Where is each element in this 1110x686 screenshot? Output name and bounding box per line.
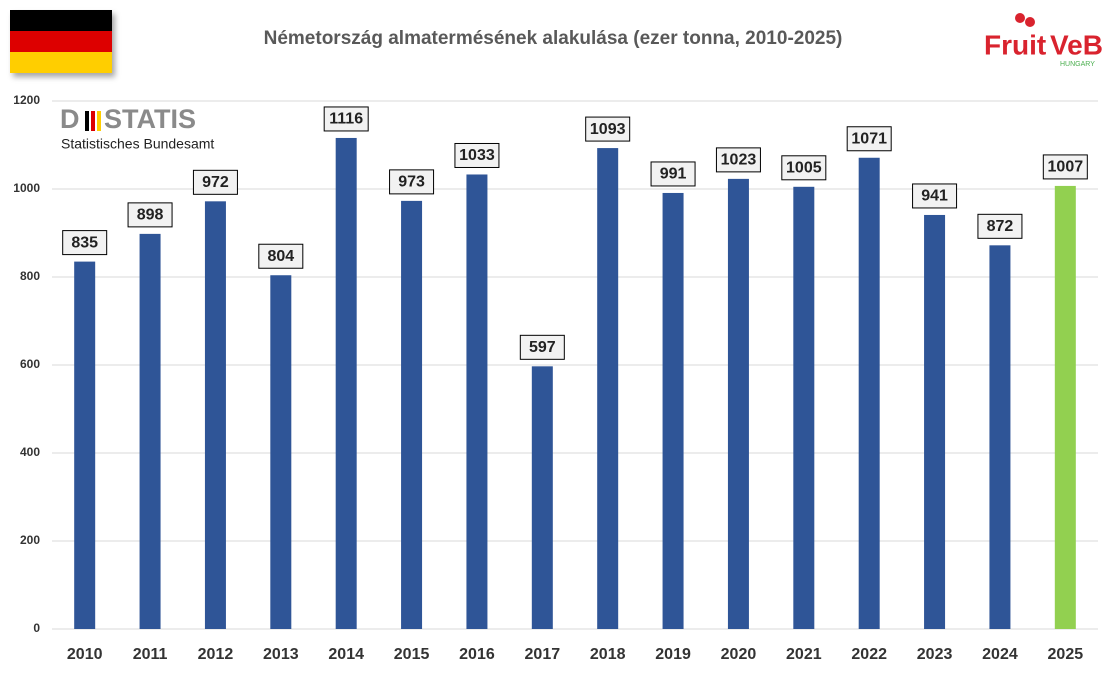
bar	[727, 178, 749, 629]
y-tick-label: 600	[20, 357, 40, 371]
bar	[401, 200, 423, 629]
logo-icon	[91, 111, 95, 131]
flag	[10, 10, 112, 73]
bar	[793, 186, 815, 630]
data-label-box	[258, 243, 304, 269]
bar	[270, 275, 292, 629]
logo-text: VeB	[1050, 29, 1103, 60]
data-label-box	[585, 116, 631, 142]
logo-text: STATIS	[104, 104, 196, 134]
y-tick-label: 1200	[13, 93, 40, 107]
logo-icon	[85, 111, 89, 131]
data-label: 1071	[851, 130, 887, 147]
bar	[531, 366, 553, 629]
data-label: 973	[398, 174, 425, 191]
data-label: 972	[202, 174, 229, 191]
source-name: Statistisches Bundesamt	[61, 136, 214, 152]
y-tick-label: 1000	[13, 181, 40, 195]
data-label-box	[650, 161, 696, 187]
data-label-box	[519, 334, 565, 360]
logo-text: D	[60, 104, 80, 134]
x-tick-label: 2020	[721, 646, 757, 663]
data-label-box	[846, 126, 892, 152]
logo-icon	[97, 111, 101, 131]
bar	[74, 261, 96, 629]
data-label-box	[977, 213, 1023, 239]
data-label-box	[389, 169, 435, 195]
data-label: 804	[267, 248, 294, 265]
x-tick-label: 2019	[655, 646, 691, 663]
x-tick-label: 2011	[133, 646, 168, 663]
data-label: 941	[921, 188, 948, 205]
bar	[335, 137, 357, 629]
bar	[139, 233, 161, 629]
x-tick-label: 2021	[786, 646, 822, 663]
x-tick-label: 2023	[917, 646, 953, 663]
x-tick-label: 2024	[982, 646, 1018, 663]
bar	[924, 214, 946, 629]
data-label: 1033	[459, 147, 495, 164]
bar	[989, 245, 1011, 629]
bar	[204, 201, 226, 629]
bar	[662, 192, 684, 629]
y-tick-label: 800	[20, 269, 40, 283]
data-label-box	[62, 230, 108, 256]
data-label: 1093	[590, 121, 626, 138]
data-label: 597	[529, 339, 556, 356]
data-label-box	[323, 106, 369, 132]
data-label: 1023	[721, 152, 757, 169]
x-tick-label: 2017	[525, 646, 561, 663]
logo-text: Fruit	[984, 29, 1046, 60]
bar	[858, 157, 880, 629]
y-tick-label: 400	[20, 445, 40, 459]
data-label-box	[127, 202, 173, 228]
x-tick-label: 2014	[328, 646, 364, 663]
bar	[1054, 185, 1076, 630]
data-label-box	[781, 155, 827, 181]
data-label: 835	[71, 234, 98, 251]
x-tick-label: 2022	[851, 646, 887, 663]
data-label-box	[192, 169, 238, 195]
x-tick-label: 2012	[198, 646, 234, 663]
y-tick-label: 200	[20, 533, 40, 547]
bar	[597, 148, 619, 629]
x-tick-label: 2015	[394, 646, 430, 663]
data-label: 1116	[329, 111, 363, 128]
data-label-box	[1042, 154, 1088, 180]
data-label-box	[454, 142, 500, 168]
data-label: 898	[137, 207, 164, 224]
x-tick-label: 2016	[459, 646, 495, 663]
data-label-box	[715, 147, 761, 173]
data-label: 991	[660, 166, 687, 183]
x-tick-label: 2013	[263, 646, 299, 663]
publisher-country: HUNGARY	[1060, 61, 1095, 68]
source-logo: D STATIS Statistisches Bundesamt	[60, 104, 214, 152]
data-label: 872	[987, 218, 1014, 235]
bar	[466, 174, 488, 630]
x-tick-label: 2025	[1048, 646, 1084, 663]
y-tick-label: 0	[33, 621, 40, 635]
x-tick-label: 2018	[590, 646, 626, 663]
chart-title: Németország almatermésének alakulása (ez…	[264, 28, 843, 49]
data-label: 1005	[786, 160, 822, 177]
publisher-logo: Fruit VeB HUNGARY	[984, 13, 1103, 68]
x-tick-label: 2010	[67, 646, 103, 663]
data-label-box	[912, 183, 958, 209]
data-label: 1007	[1048, 159, 1084, 176]
